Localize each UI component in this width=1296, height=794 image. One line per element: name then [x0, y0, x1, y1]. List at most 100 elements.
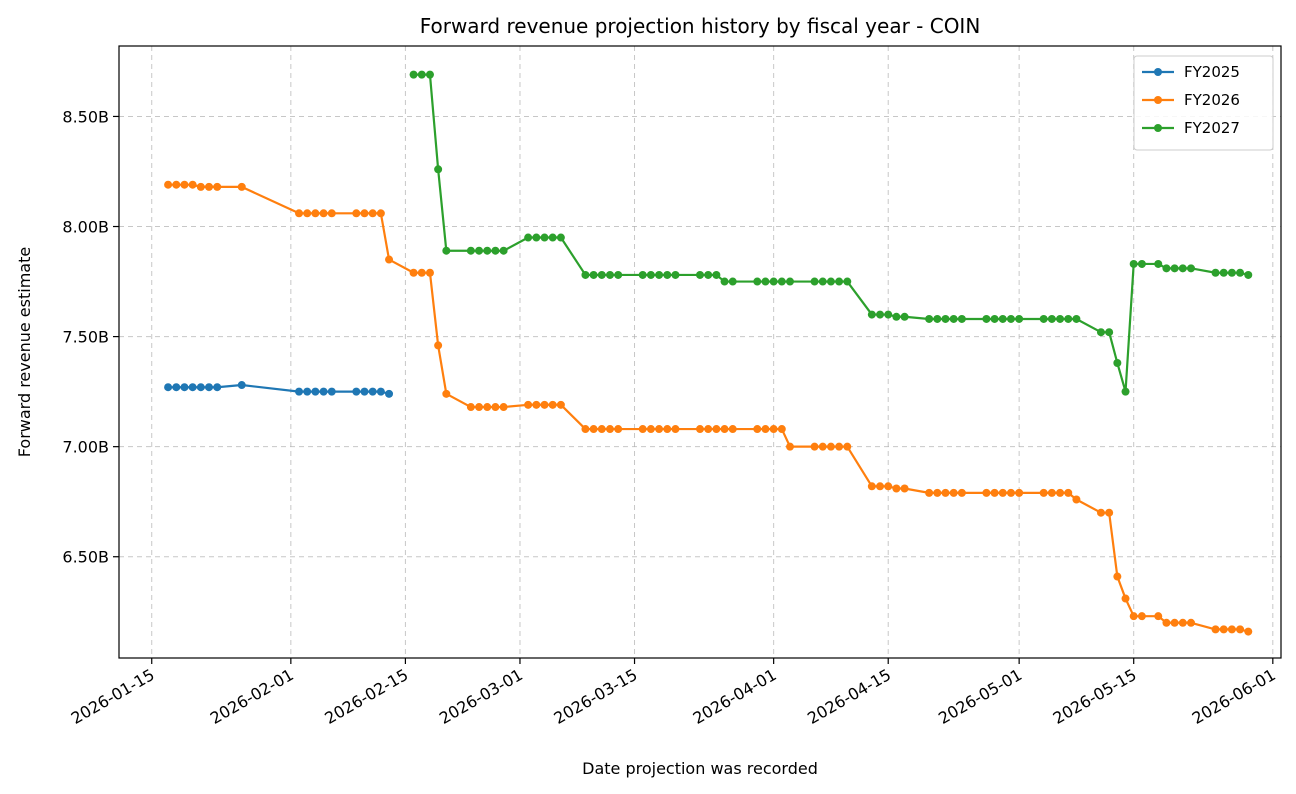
data-point — [867, 310, 876, 319]
data-point — [1129, 612, 1138, 621]
data-point — [597, 425, 606, 434]
data-point — [540, 233, 549, 242]
data-point — [1137, 612, 1146, 621]
y-axis: 6.50B 7.00B 7.50B 8.00B 8.50B — [62, 107, 119, 567]
data-point — [368, 209, 377, 218]
data-point — [1006, 488, 1015, 497]
data-point — [712, 270, 721, 279]
data-point — [417, 268, 426, 277]
data-point — [376, 387, 385, 396]
legend-marker — [1154, 124, 1162, 132]
data-point — [761, 425, 770, 434]
data-point — [826, 277, 835, 286]
data-point — [1105, 328, 1114, 337]
data-point — [1170, 618, 1179, 627]
data-point — [826, 442, 835, 451]
data-point — [499, 403, 508, 412]
data-point — [540, 400, 549, 409]
data-point — [196, 383, 205, 392]
data-point — [1064, 488, 1073, 497]
data-point — [1121, 594, 1130, 603]
data-point — [786, 277, 795, 286]
series-line — [413, 73, 1249, 393]
data-point — [327, 209, 336, 218]
legend-marker — [1154, 68, 1162, 76]
data-point — [1096, 508, 1105, 517]
data-point — [327, 387, 336, 396]
data-point — [843, 442, 852, 451]
data-point — [376, 209, 385, 218]
data-point — [925, 488, 934, 497]
data-point — [1072, 495, 1081, 504]
data-point — [556, 400, 565, 409]
data-point — [172, 383, 181, 392]
data-point — [884, 482, 893, 491]
data-point — [434, 341, 443, 350]
data-point — [786, 442, 795, 451]
data-point — [777, 277, 786, 286]
data-point — [957, 488, 966, 497]
data-point — [990, 314, 999, 323]
data-point — [548, 400, 557, 409]
data-point — [1211, 268, 1220, 277]
data-point — [295, 209, 304, 218]
data-point — [1186, 618, 1195, 627]
data-point — [1162, 618, 1171, 627]
data-point — [769, 425, 778, 434]
data-point — [409, 70, 418, 79]
data-point — [1047, 314, 1056, 323]
data-point — [368, 387, 377, 396]
data-point — [466, 246, 475, 255]
data-point — [475, 403, 484, 412]
data-point — [303, 209, 312, 218]
data-point — [164, 180, 173, 189]
data-point — [1015, 488, 1024, 497]
data-point — [589, 425, 598, 434]
data-point — [164, 383, 173, 392]
series-fy2025 — [164, 381, 394, 398]
data-point — [1006, 314, 1015, 323]
data-point — [524, 233, 533, 242]
data-point — [524, 400, 533, 409]
data-point — [1162, 264, 1171, 273]
data-point — [1056, 314, 1065, 323]
data-point — [1113, 359, 1122, 368]
data-point — [867, 482, 876, 491]
data-point — [663, 270, 672, 279]
data-point — [646, 425, 655, 434]
data-point — [491, 246, 500, 255]
data-point — [646, 270, 655, 279]
data-point — [532, 400, 541, 409]
data-point — [761, 277, 770, 286]
legend-item-fy2025: FY2025 — [1142, 63, 1240, 81]
data-point — [172, 180, 181, 189]
data-point — [614, 425, 623, 434]
data-point — [638, 425, 647, 434]
legend-item-fy2026: FY2026 — [1142, 91, 1240, 109]
data-point — [352, 387, 361, 396]
data-point — [712, 425, 721, 434]
data-point — [998, 314, 1007, 323]
y-tick-label: 7.00B — [62, 438, 109, 457]
data-point — [188, 383, 197, 392]
data-point — [769, 277, 778, 286]
legend: FY2025 FY2026 FY2027 — [1133, 55, 1274, 151]
data-point — [655, 425, 664, 434]
data-point — [556, 233, 565, 242]
data-point — [925, 314, 934, 323]
data-point — [483, 246, 492, 255]
data-point — [442, 389, 451, 398]
data-point — [671, 425, 680, 434]
data-point — [1039, 314, 1048, 323]
data-point — [466, 403, 475, 412]
data-point — [876, 310, 885, 319]
data-point — [941, 488, 950, 497]
data-point — [982, 488, 991, 497]
data-point — [360, 209, 369, 218]
data-point — [949, 488, 958, 497]
data-point — [638, 270, 647, 279]
data-point — [1170, 264, 1179, 273]
data-point — [949, 314, 958, 323]
data-point — [1211, 625, 1220, 634]
